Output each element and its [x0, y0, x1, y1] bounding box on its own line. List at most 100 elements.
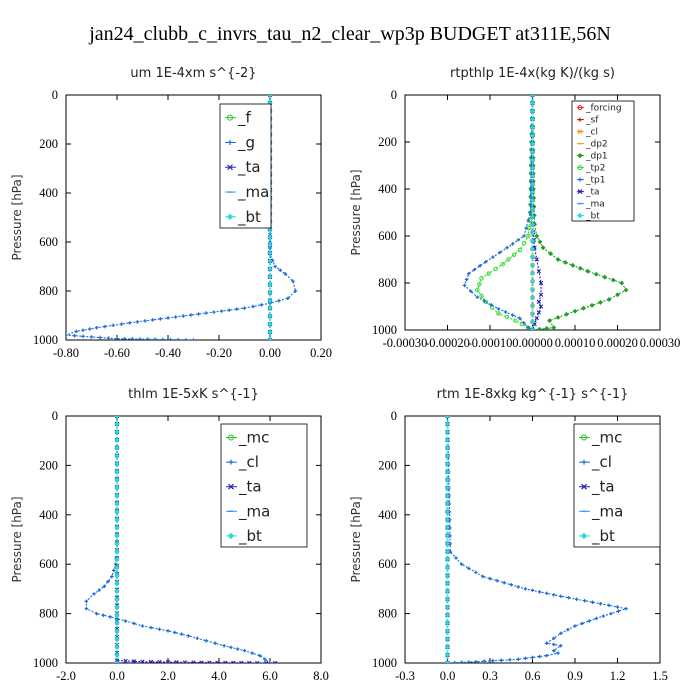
series-bt [114, 416, 120, 663]
series-marker [552, 642, 556, 647]
series-marker [495, 578, 499, 583]
series-group [445, 416, 629, 663]
series-marker [267, 282, 273, 288]
series-marker [445, 628, 450, 634]
legend-label: _ta [238, 478, 262, 497]
series-marker [589, 302, 595, 308]
series-marker [132, 621, 136, 626]
series-marker [89, 335, 94, 339]
series-marker [498, 250, 502, 255]
series-marker [582, 599, 587, 603]
legend-label: _mc [238, 429, 269, 448]
legend-item: _ta [226, 478, 262, 497]
legend-label: _ta [591, 478, 615, 497]
series-marker [445, 588, 450, 594]
series-marker [469, 289, 473, 293]
legend-item: _mc [226, 429, 269, 448]
series-marker [445, 636, 450, 642]
series-marker [530, 116, 535, 122]
series-marker [548, 251, 554, 257]
series-marker [530, 287, 535, 292]
series-marker [530, 214, 535, 220]
legend-item: _cl [577, 128, 598, 138]
legend-label: _ma [238, 502, 270, 521]
chart-panel-4: rtm 1E-8xkg kg^{-1} s^{-1} Pressure [hPa]… [349, 387, 668, 683]
legend-swatch-marker [577, 212, 583, 219]
series-marker [547, 318, 552, 324]
series-marker [479, 293, 484, 299]
y-tick-label: 0 [52, 88, 58, 102]
series-marker [530, 95, 535, 98]
series-marker [530, 238, 535, 244]
series-marker [114, 445, 120, 451]
chart-panel-3: thlm 1E-5xK s^{-1} Pressure [hPa] -2.0 0.0 2… [10, 387, 329, 683]
y-tick-label: 800 [39, 284, 58, 298]
series-marker [503, 310, 508, 314]
legend-swatch-marker [227, 532, 235, 540]
series-marker [115, 337, 119, 340]
legend-item: _bt [225, 208, 261, 227]
series-marker [123, 619, 128, 623]
y-tick-label: 1000 [33, 333, 58, 347]
series-marker [552, 593, 556, 597]
y-axis-label: Pressure [hPa] [10, 496, 24, 582]
series-marker [135, 320, 140, 324]
series-marker [552, 636, 556, 641]
series-marker [119, 322, 124, 326]
series-marker [530, 165, 535, 171]
series-marker [215, 660, 220, 663]
series-marker [130, 337, 135, 340]
legend-item: _ta [577, 188, 600, 198]
series-marker [523, 587, 528, 591]
series-marker [157, 627, 162, 631]
series-marker [114, 517, 120, 523]
series-marker [259, 303, 264, 307]
y-tick-label: 400 [39, 186, 58, 200]
y-tick-label: 200 [378, 135, 397, 149]
series-marker [610, 277, 616, 283]
series-marker [103, 324, 107, 329]
series-marker [540, 245, 546, 251]
series-marker [286, 296, 290, 301]
legend-label: _cl [591, 453, 612, 472]
series-marker [445, 541, 450, 546]
series-marker [204, 639, 208, 643]
x-tick-label: -0.80 [53, 346, 79, 360]
series-marker [499, 658, 504, 663]
legend-item: _bt [226, 527, 262, 546]
y-tick-label: 600 [378, 229, 397, 243]
legend-item: _ma [225, 183, 269, 202]
series-marker [504, 314, 510, 320]
series-marker [445, 604, 450, 610]
legend-label: _ta [585, 188, 600, 198]
series-marker [123, 658, 128, 663]
series-marker [526, 218, 530, 223]
series-marker [267, 305, 273, 311]
legend-box [573, 423, 661, 548]
series-marker [530, 230, 535, 236]
series-marker [534, 316, 539, 321]
series-marker [235, 647, 240, 651]
x-tick-label: 2.0 [160, 669, 176, 683]
x-tick-label: 0.00 [259, 346, 281, 360]
series-marker [445, 421, 450, 427]
series-marker [140, 659, 145, 663]
series-marker [227, 308, 231, 312]
legend-label: _mc [591, 429, 622, 448]
series-marker [195, 636, 200, 641]
y-tick-label: 400 [378, 508, 397, 522]
series-marker [482, 299, 487, 303]
series-marker [184, 338, 188, 340]
series-marker [445, 596, 450, 602]
series-marker [445, 429, 450, 435]
legend-item: _ta [225, 158, 261, 177]
series-bt [530, 95, 535, 330]
series-marker [445, 477, 450, 483]
series-marker [526, 233, 531, 239]
series-marker [536, 269, 542, 274]
legend-swatch-marker [228, 483, 234, 490]
series-marker [445, 525, 450, 531]
series-marker [145, 337, 150, 340]
series-marker [530, 327, 535, 330]
chart-title: rtm 1E-8xkg kg^{-1} s^{-1} [437, 387, 629, 402]
